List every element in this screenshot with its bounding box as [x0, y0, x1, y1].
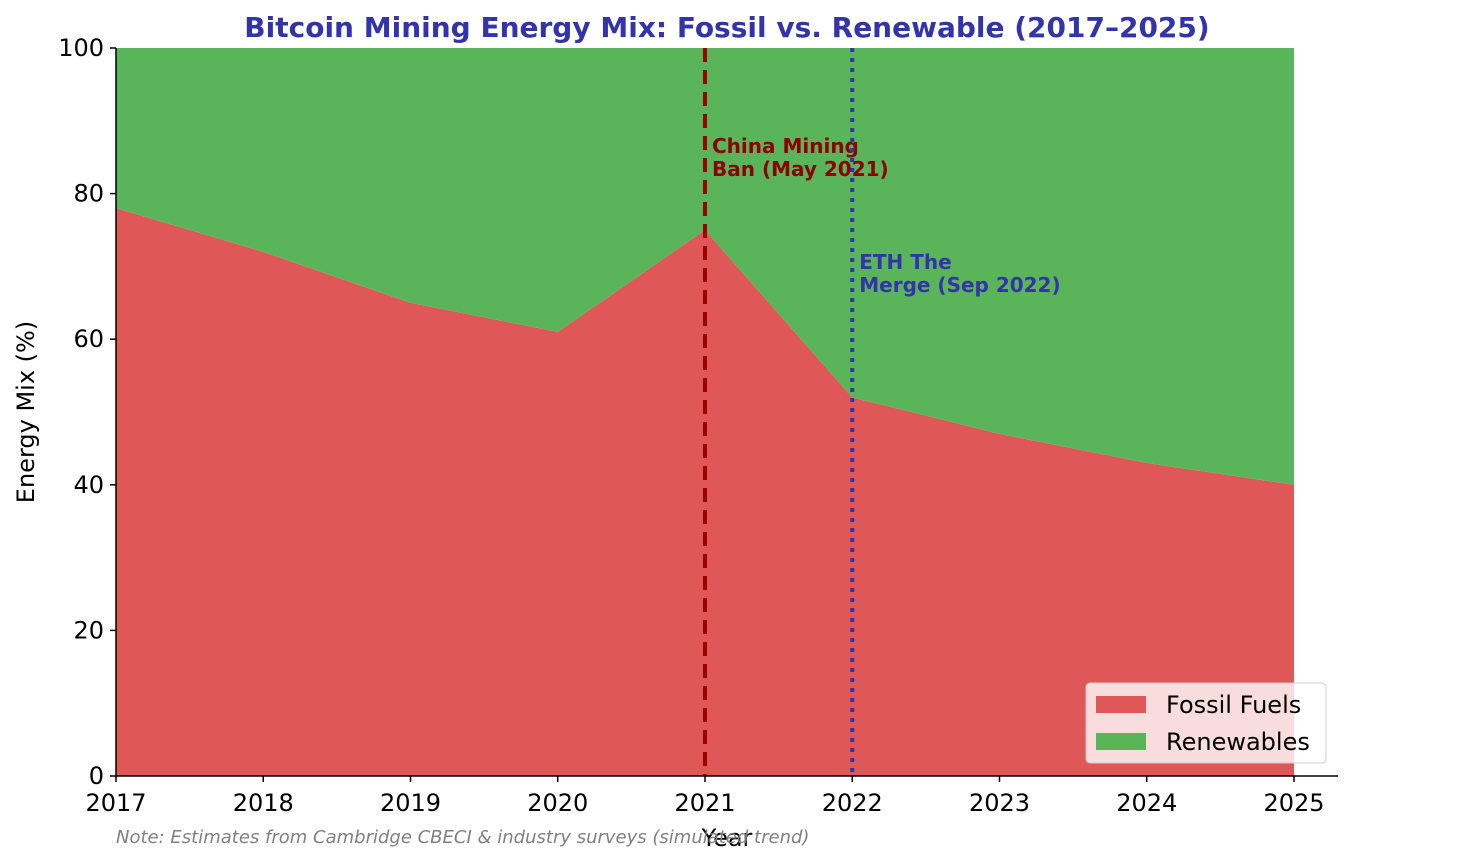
y-tick-label: 80: [73, 180, 104, 208]
x-tick-label: 2023: [969, 789, 1030, 817]
event-label-2021: Ban (May 2021): [712, 157, 889, 181]
event-label-2022: ETH The: [859, 250, 951, 274]
x-tick-label: 2022: [822, 789, 883, 817]
legend-swatch: [1096, 696, 1146, 713]
x-tick-label: 2025: [1263, 789, 1324, 817]
event-label-2021: China Mining: [712, 134, 859, 158]
y-tick-label: 100: [58, 34, 104, 62]
y-axis-title: Energy Mix (%): [12, 321, 40, 503]
y-tick-label: 40: [73, 471, 104, 499]
x-tick-label: 2024: [1116, 789, 1177, 817]
x-tick-label: 2019: [380, 789, 441, 817]
legend-swatch: [1096, 733, 1146, 750]
event-label-2022: Merge (Sep 2022): [859, 273, 1060, 297]
chart-title: Bitcoin Mining Energy Mix: Fossil vs. Re…: [244, 11, 1209, 44]
x-tick-label: 2020: [527, 789, 588, 817]
legend-label: Renewables: [1166, 728, 1310, 756]
x-tick-label: 2018: [233, 789, 294, 817]
legend: Fossil Fuels Renewables: [1085, 682, 1327, 764]
area-renewables: [116, 48, 1294, 485]
y-tick-label: 20: [73, 616, 104, 644]
y-tick-label: 0: [89, 762, 104, 790]
y-tick-label: 60: [73, 325, 104, 353]
x-axis-title: Year: [701, 824, 753, 852]
legend-label: Fossil Fuels: [1166, 691, 1301, 719]
source-note: Note: Estimates from Cambridge CBECI & i…: [116, 827, 809, 848]
x-tick-label: 2021: [674, 789, 735, 817]
x-tick-label: 2017: [85, 789, 146, 817]
axes: 0 20 40 60 80 100 2017 2018 2019 2020 2021 2022 2023…: [58, 34, 1338, 817]
